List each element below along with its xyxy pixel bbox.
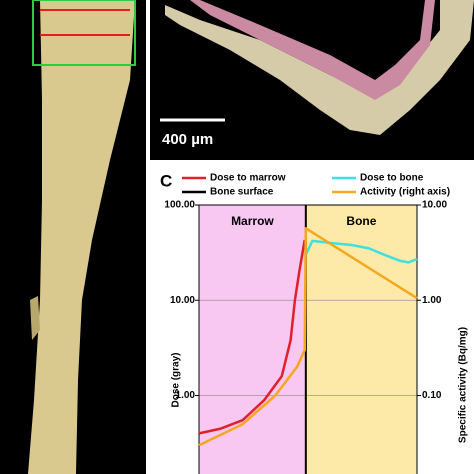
series-line [304, 239, 418, 264]
y-axis-title: Dose (gray) [171, 352, 182, 407]
region-label: Marrow [231, 214, 274, 228]
y2-axis-title: Specific activity (Bq/mg) [458, 327, 469, 443]
series-line [198, 227, 418, 447]
legend-label: Bone surface [210, 187, 274, 198]
bone-ribbon [165, 0, 474, 135]
legend-label: Dose to marrow [210, 173, 286, 184]
scale-bar-label: 400 µm [162, 131, 213, 148]
legend-label: Dose to bone [360, 173, 424, 184]
region-label: Bone [346, 214, 376, 228]
y2-tick-label: 10.00 [422, 200, 447, 211]
panel-label: C [160, 171, 172, 190]
y-tick-label: 1.00 [176, 390, 196, 401]
y2-tick-label: 0.10 [422, 390, 442, 401]
bone-shape [28, 0, 135, 474]
y2-tick-label: 1.00 [422, 295, 442, 306]
y-tick-label: 10.00 [170, 295, 195, 306]
y-tick-label: 100.00 [164, 200, 195, 211]
legend-label: Activity (right axis) [360, 187, 450, 198]
bone-feature [30, 296, 40, 340]
roi-box [32, 0, 136, 66]
marrow-ribbon [190, 0, 435, 100]
series-line [198, 239, 306, 435]
region [305, 205, 417, 474]
